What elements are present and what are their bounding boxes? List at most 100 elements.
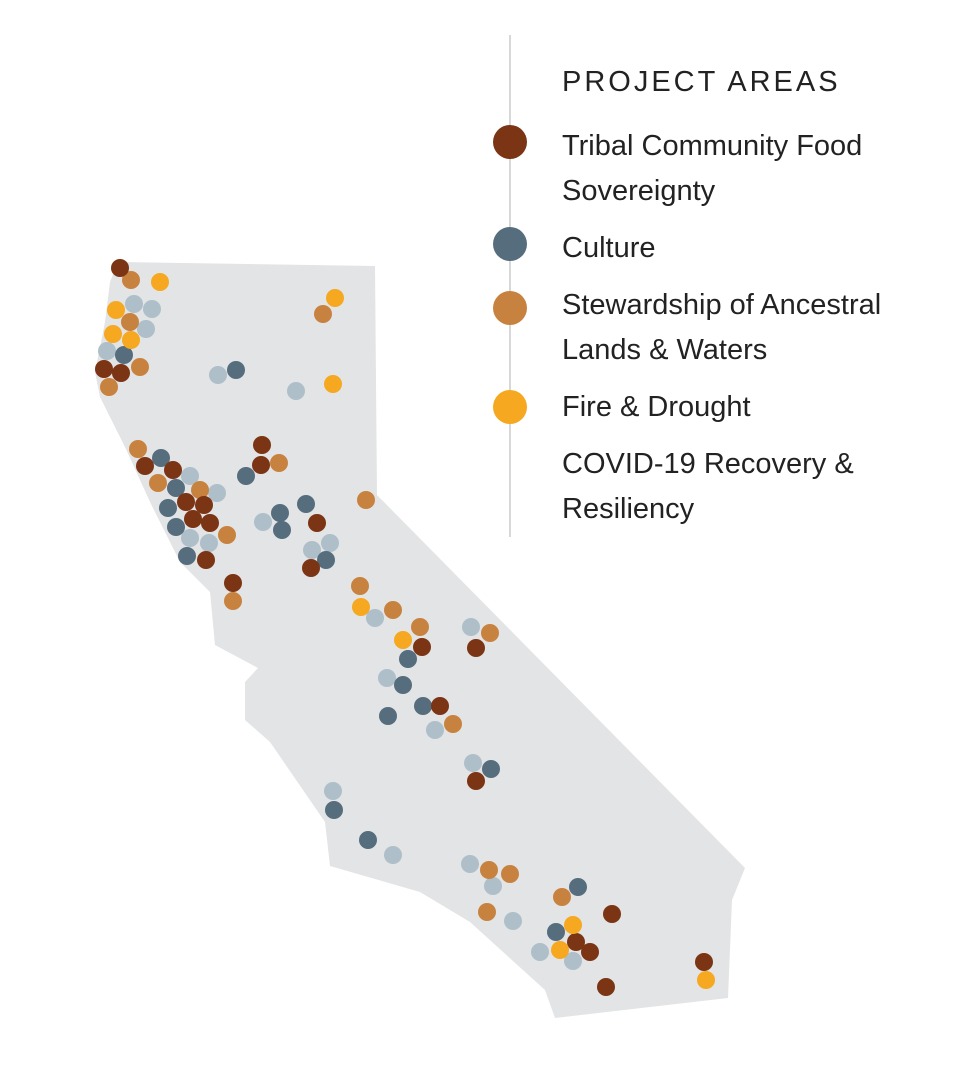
project-dot xyxy=(253,436,271,454)
project-dot xyxy=(164,461,182,479)
project-dot xyxy=(224,574,242,592)
project-dot xyxy=(414,697,432,715)
project-dot xyxy=(237,467,255,485)
project-dot xyxy=(224,592,242,610)
project-dot xyxy=(581,943,599,961)
project-dot xyxy=(480,861,498,879)
project-dot xyxy=(111,259,129,277)
project-dot xyxy=(379,707,397,725)
project-dot xyxy=(177,493,195,511)
legend-label: Fire & Drought xyxy=(562,391,751,423)
project-dot xyxy=(317,551,335,569)
project-dot xyxy=(467,639,485,657)
project-dot xyxy=(482,760,500,778)
legend-label: Stewardship of Ancestral Lands & Waters xyxy=(562,289,882,366)
project-dot xyxy=(201,514,219,532)
project-dot xyxy=(324,375,342,393)
project-dot xyxy=(321,534,339,552)
legend-label: Culture xyxy=(562,232,656,264)
project-dot xyxy=(112,364,130,382)
project-dot xyxy=(467,772,485,790)
project-dot xyxy=(444,715,462,733)
project-dot xyxy=(597,978,615,996)
project-dot xyxy=(413,638,431,656)
project-dot xyxy=(695,953,713,971)
project-dot xyxy=(431,697,449,715)
legend-swatch xyxy=(493,227,527,261)
project-dot xyxy=(254,513,272,531)
project-dot xyxy=(314,305,332,323)
legend-label: Tribal Community Food Sovereignty xyxy=(562,130,863,207)
project-dot xyxy=(303,541,321,559)
project-dot xyxy=(209,366,227,384)
project-dot xyxy=(149,474,167,492)
project-dot xyxy=(125,295,143,313)
project-dot xyxy=(151,273,169,291)
project-dot xyxy=(131,358,149,376)
project-dot xyxy=(324,782,342,800)
legend-swatches xyxy=(493,125,527,424)
project-dot xyxy=(326,289,344,307)
project-dot xyxy=(384,601,402,619)
project-dot xyxy=(551,941,569,959)
project-dot xyxy=(270,454,288,472)
project-dot xyxy=(352,598,370,616)
project-dot xyxy=(462,618,480,636)
project-dot xyxy=(308,514,326,532)
project-dot xyxy=(122,271,140,289)
project-dot xyxy=(178,547,196,565)
project-dot xyxy=(394,631,412,649)
project-dot xyxy=(200,534,218,552)
legend-swatch xyxy=(493,390,527,424)
project-dot xyxy=(484,877,502,895)
project-dot xyxy=(152,449,170,467)
project-dots xyxy=(95,259,715,996)
project-dot xyxy=(143,300,161,318)
project-dot xyxy=(547,923,565,941)
project-dot xyxy=(98,342,116,360)
project-dot xyxy=(464,754,482,772)
legend-items: Tribal Community Food Sovereignty Culture… xyxy=(562,124,922,532)
project-dot xyxy=(297,495,315,513)
project-dot xyxy=(104,325,122,343)
project-dot xyxy=(325,801,343,819)
project-dot xyxy=(357,491,375,509)
project-dot xyxy=(191,481,209,499)
project-dot xyxy=(181,467,199,485)
project-dot xyxy=(461,855,479,873)
project-dot xyxy=(122,331,140,349)
project-dot xyxy=(100,378,118,396)
project-dot xyxy=(184,510,202,528)
project-dot xyxy=(501,865,519,883)
project-dot xyxy=(399,650,417,668)
project-dot xyxy=(553,888,571,906)
project-dot xyxy=(121,313,139,331)
project-dot xyxy=(159,499,177,517)
project-dot xyxy=(384,846,402,864)
project-dot xyxy=(181,529,199,547)
project-dot xyxy=(197,551,215,569)
legend: PROJECT AREAS Tribal Community Food Sove… xyxy=(562,62,922,532)
project-dot xyxy=(273,521,291,539)
project-dot xyxy=(129,440,147,458)
project-dot xyxy=(366,609,384,627)
project-dot xyxy=(426,721,444,739)
project-dot xyxy=(107,301,125,319)
project-dot xyxy=(115,346,133,364)
project-dot xyxy=(697,971,715,989)
project-dot xyxy=(564,952,582,970)
project-dot xyxy=(287,382,305,400)
project-dot xyxy=(603,905,621,923)
project-dot xyxy=(167,518,185,536)
project-dot xyxy=(351,577,369,595)
project-dot xyxy=(167,479,185,497)
project-dot xyxy=(378,669,396,687)
project-dot xyxy=(137,320,155,338)
project-dot xyxy=(569,878,587,896)
project-dot xyxy=(564,916,582,934)
project-dot xyxy=(208,484,226,502)
project-dot xyxy=(136,457,154,475)
project-dot xyxy=(271,504,289,522)
